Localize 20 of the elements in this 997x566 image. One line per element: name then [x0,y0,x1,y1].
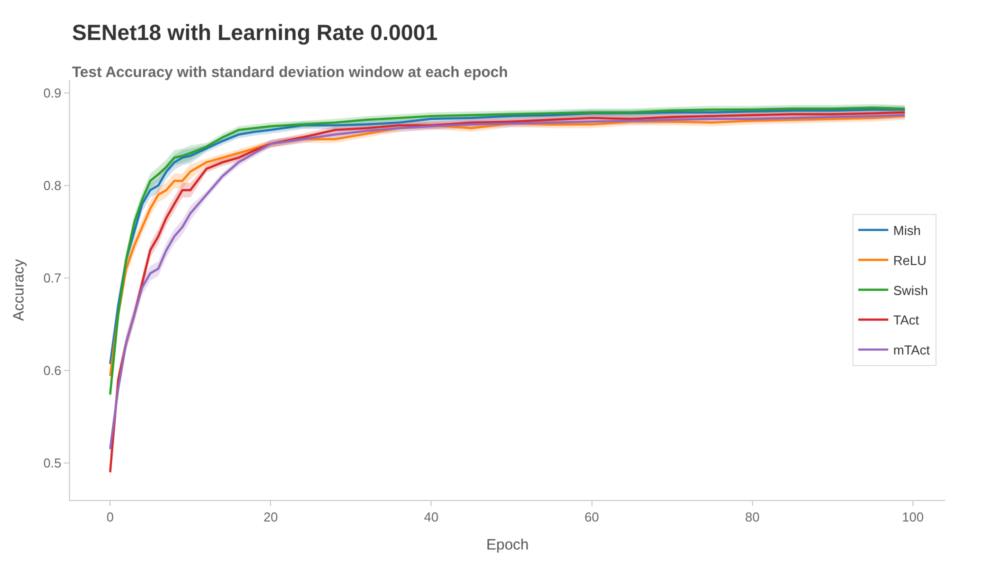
x-tick-label: 80 [745,510,760,525]
chart-subtitle: Test Accuracy with standard deviation window at each epoch [72,64,508,81]
y-tick-label: 0.7 [43,270,62,286]
y-axis-title: Accuracy [10,258,28,321]
x-tick-label: 0 [106,510,114,525]
y-tick-label: 0.9 [43,86,62,100]
legend-label: TAct [893,312,920,328]
legend-label: Swish [893,282,928,298]
x-tick-label: 40 [424,510,438,525]
y-tick-label: 0.6 [43,363,62,378]
legend-label: Mish [893,223,921,238]
x-tick-label: 100 [902,510,924,525]
x-axis-title: Epoch [486,536,529,554]
legend-label: mTAct [893,342,930,358]
x-tick-label: 20 [263,510,278,525]
legend-label: ReLU [893,252,926,268]
x-tick-label: 60 [584,510,600,525]
y-tick-label: 0.8 [43,178,62,194]
y-tick-label: 0.5 [43,456,62,471]
chart-title: SENet18 with Learning Rate 0.0001 [72,20,438,45]
